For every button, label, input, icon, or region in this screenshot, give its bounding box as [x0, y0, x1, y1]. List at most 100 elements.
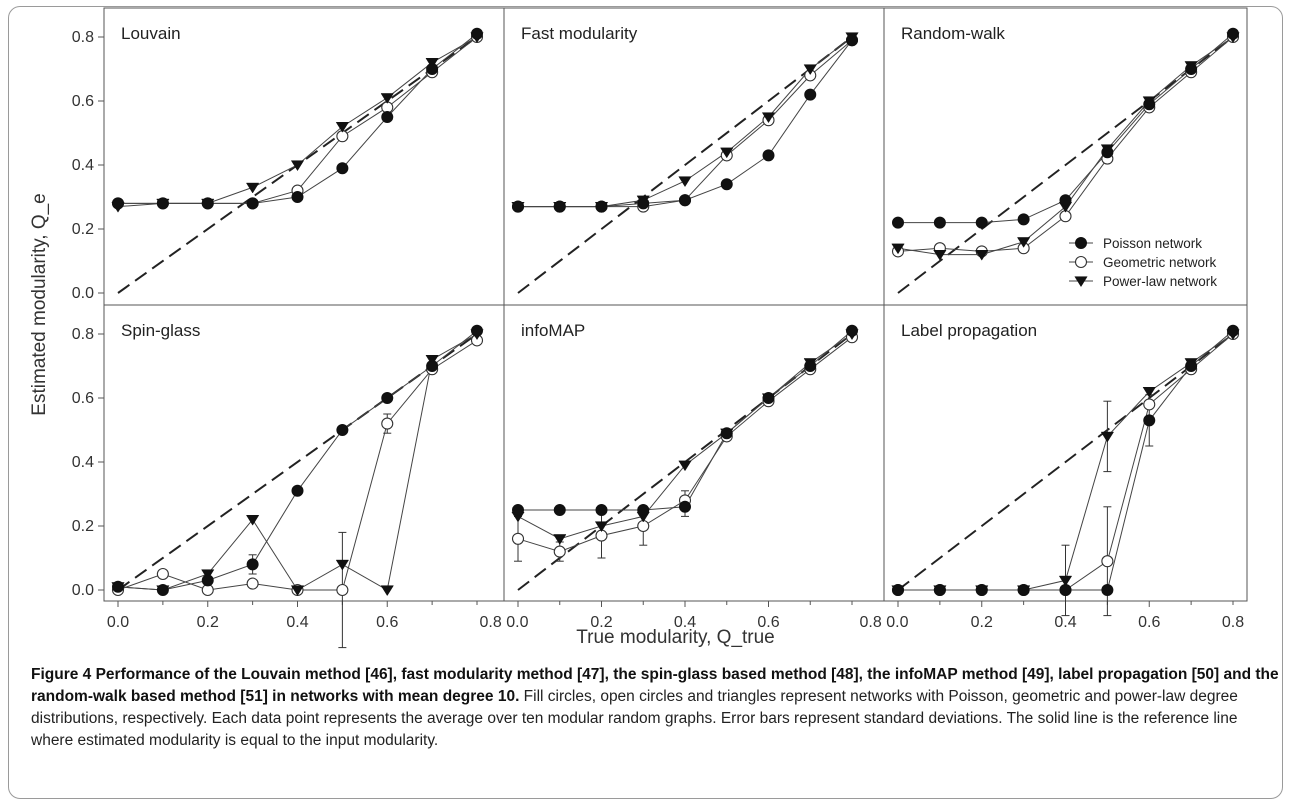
- poisson-point: [156, 197, 169, 210]
- power-law-point: [245, 515, 260, 526]
- poisson-point: [471, 324, 483, 337]
- power-law-point: [761, 112, 776, 124]
- panel-title: Louvain: [121, 24, 181, 43]
- poisson-point: [637, 197, 650, 210]
- panel-title: Random-walk: [901, 24, 1005, 43]
- poisson-point: [381, 111, 394, 123]
- panel-title: Spin-glass: [121, 321, 200, 340]
- y-tick-label: 0.6: [72, 390, 94, 407]
- power-law-point: [1074, 276, 1088, 288]
- x-tick-label: 0.2: [590, 614, 612, 631]
- power-law-point: [290, 160, 305, 172]
- poisson-point: [291, 484, 304, 497]
- poisson-point: [804, 88, 817, 101]
- poisson-point: [762, 392, 775, 404]
- poisson-point: [553, 200, 566, 213]
- reference-line: [897, 36, 1234, 294]
- x-axis-title: True modularity, Q_true: [576, 627, 775, 648]
- power-law-point: [335, 122, 350, 133]
- y-axis-title: Estimated modularity, Q_e: [29, 193, 50, 415]
- legend-label: Power-law network: [1103, 274, 1217, 289]
- poisson-point: [846, 324, 858, 337]
- poisson-point: [512, 200, 524, 213]
- legend-label: Geometric network: [1103, 255, 1217, 270]
- geometric-point: [246, 577, 259, 590]
- poisson-point: [933, 216, 946, 229]
- y-tick-label: 0.6: [72, 93, 94, 110]
- poisson-point: [1185, 63, 1198, 75]
- power-law-point: [1100, 431, 1115, 443]
- y-tick-label: 0.0: [72, 285, 94, 302]
- poisson-point: [679, 194, 691, 207]
- poisson-point: [933, 584, 946, 596]
- figure-grid: 0.0 0.2 0.4 0.6 0.8 0.0 0.2 0.4 0.6 0.8 0.0 0.2 0.4 0…: [29, 7, 1248, 649]
- caption-body: Fill circles, open circles and triangles…: [31, 688, 1238, 749]
- poisson-point: [336, 162, 349, 175]
- series-line-2: [117, 36, 478, 208]
- poisson-point: [426, 63, 439, 75]
- power-law-point: [933, 250, 947, 261]
- power-law-point: [380, 93, 394, 104]
- geometric-point: [1143, 398, 1156, 411]
- poisson-point: [336, 424, 349, 436]
- power-law-point: [1016, 237, 1031, 248]
- x-tick-label: 0.4: [674, 614, 696, 631]
- x-tick-label: 0.8 0.0: [480, 614, 529, 631]
- series-line-1: [118, 36, 478, 204]
- x-tick-label: 0.6: [1138, 614, 1160, 631]
- poisson-point: [1227, 27, 1239, 40]
- poisson-point: [426, 360, 439, 372]
- poisson-point: [1143, 414, 1156, 427]
- y-tick-label: 0.4: [72, 454, 94, 471]
- series-line-0: [118, 33, 478, 204]
- power-law-point: [1058, 575, 1073, 587]
- poisson-point: [512, 504, 524, 516]
- poisson-point: [291, 191, 304, 203]
- poisson-point: [804, 360, 817, 372]
- power-law-point: [678, 460, 692, 472]
- power-law-point: [290, 585, 305, 597]
- reference-line: [517, 36, 853, 294]
- poisson-point: [595, 200, 608, 213]
- power-law-point: [1142, 387, 1156, 398]
- poisson-point: [1101, 146, 1114, 159]
- poisson-point: [1059, 194, 1072, 207]
- power-law-point: [803, 64, 817, 76]
- poisson-point: [975, 216, 988, 229]
- legend-label: Poisson network: [1103, 236, 1202, 251]
- x-tick-label: 0.4: [1054, 614, 1076, 631]
- x-tick-label: 0.2: [197, 614, 219, 631]
- poisson-point: [381, 392, 394, 404]
- power-law-point: [594, 521, 609, 533]
- poisson-point: [1075, 237, 1087, 249]
- poisson-point: [975, 584, 988, 596]
- geometric-point: [336, 583, 349, 597]
- poisson-point: [1059, 584, 1072, 596]
- panel-title: Label propagation: [901, 321, 1037, 340]
- poisson-point: [1017, 213, 1030, 226]
- power-law-point: [678, 176, 692, 188]
- poisson-point: [720, 427, 733, 440]
- y-tick-label: 0.2: [72, 221, 94, 238]
- poisson-point: [156, 584, 169, 596]
- y-tick-label: 0.2: [72, 518, 94, 535]
- poisson-point: [595, 504, 608, 516]
- x-tick-label: 0.6: [757, 614, 779, 631]
- power-law-point: [975, 250, 989, 261]
- power-law-point: [335, 559, 350, 571]
- panel-title: infoMAP: [521, 321, 585, 340]
- geometric-point: [156, 567, 169, 581]
- poisson-point: [553, 504, 566, 516]
- poisson-point: [720, 178, 733, 191]
- x-tick-label: 0.2: [971, 614, 993, 631]
- poisson-point: [201, 574, 214, 587]
- poisson-point: [201, 197, 214, 210]
- reference-line: [897, 333, 1234, 591]
- geometric-point: [553, 545, 566, 558]
- y-tick-label: 0.8: [72, 29, 94, 46]
- x-tick-label: 0.4: [286, 614, 308, 631]
- poisson-point: [637, 504, 650, 516]
- power-law-point: [380, 585, 394, 597]
- geometric-point: [381, 417, 394, 430]
- y-tick-label: 0.8: [72, 326, 94, 343]
